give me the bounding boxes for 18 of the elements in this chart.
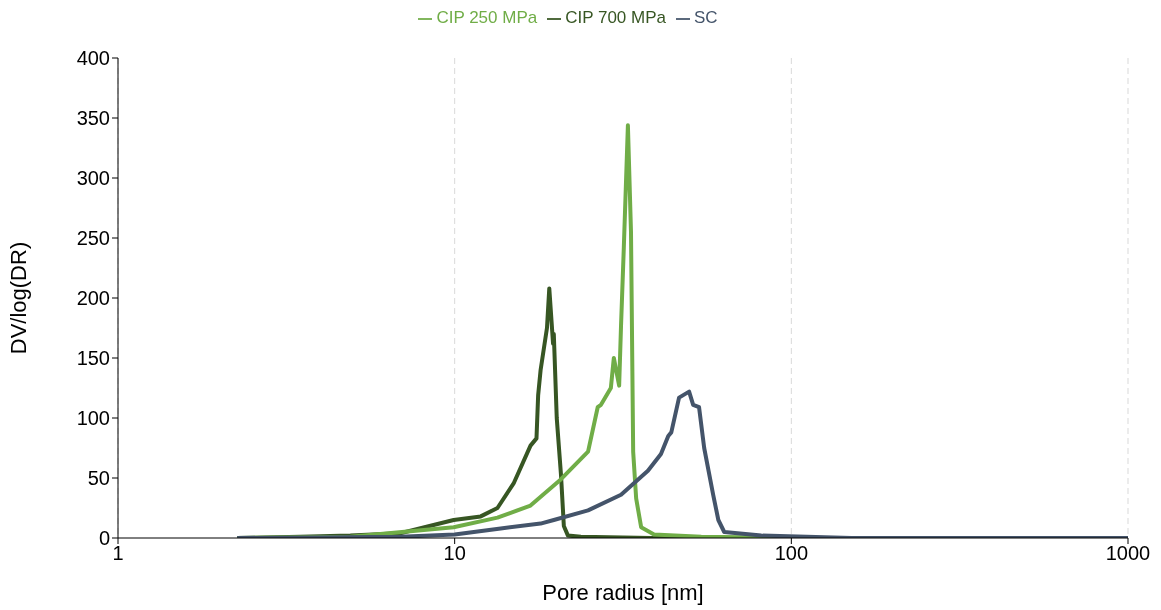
y-tick-label: 350 <box>76 107 110 130</box>
x-tick-label: 10 <box>443 542 466 565</box>
y-tick-label: 400 <box>76 47 110 70</box>
legend-label: CIP 250 MPa <box>436 8 538 27</box>
legend-label: SC <box>693 8 718 27</box>
y-tick-label: 200 <box>76 287 110 310</box>
x-tick-label: 1000 <box>1105 542 1151 565</box>
y-axis-title: DV/log(DR) <box>5 241 31 355</box>
x-tick-label: 1 <box>112 542 124 565</box>
y-tick-label: 250 <box>76 227 110 250</box>
y-tick-label: 50 <box>87 467 110 490</box>
y-tick-label: 300 <box>76 167 110 190</box>
legend-label: CIP 700 MPa <box>565 8 666 27</box>
x-tick-label: 100 <box>774 542 809 565</box>
y-tick-label: 100 <box>76 407 110 430</box>
y-tick-label: 0 <box>98 527 110 550</box>
y-tick-label: 150 <box>76 347 110 370</box>
x-axis-title: Pore radius [nm] <box>542 580 704 605</box>
